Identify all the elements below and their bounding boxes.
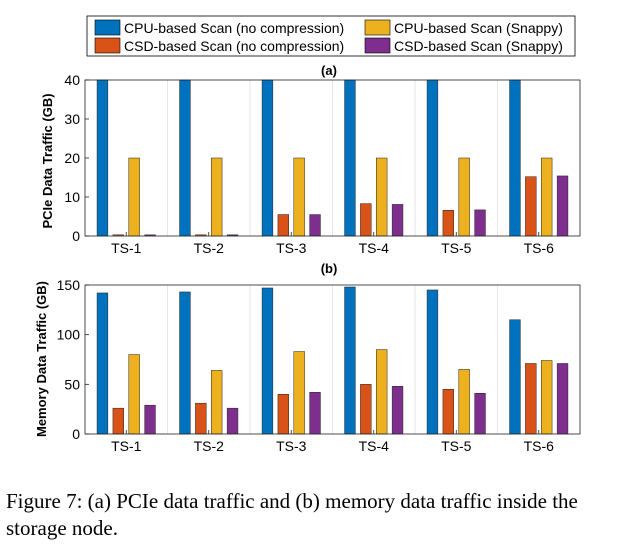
bar-a-series-3-ts-3 [309, 214, 321, 237]
plot-frame [84, 284, 581, 435]
bar-a-series-0-ts-5 [426, 79, 439, 237]
bar-a-series-1-ts-5 [442, 210, 454, 237]
bar-a-series-2-ts-5 [458, 157, 470, 237]
bar-b-series-2-ts-4 [376, 349, 388, 435]
bar-a-series-2-ts-4 [376, 157, 388, 237]
x-tick-label: TS-6 [524, 438, 555, 454]
bar-b-series-1-ts-5 [442, 389, 454, 435]
bar-b-series-1-ts-3 [277, 394, 289, 435]
bar-a-series-3-ts-4 [391, 204, 404, 237]
bar-b-series-1-ts-6 [525, 363, 537, 435]
legend-label-csd-nocomp: CSD-based Scan (no compression) [124, 38, 344, 54]
panel-label-a: (a) [321, 63, 337, 78]
bar-a-series-2-ts-6 [541, 157, 553, 237]
bar-a-series-0-ts-3 [261, 79, 274, 237]
bar-b-series-1-ts-2 [195, 402, 207, 435]
x-tick-label: TS-1 [111, 438, 142, 454]
bar-b-series-3-ts-3 [309, 392, 321, 435]
bar-a-series-0-ts-6 [509, 79, 521, 237]
x-tick-label: TS-4 [359, 438, 390, 454]
bar-a-series-1-ts-3 [277, 214, 289, 237]
chart-panel-b: (b) Memory Data Traffic (GB) 0 50 100 150 TS… [34, 261, 581, 454]
y-axis-label-b: Memory Data Traffic (GB) [34, 281, 49, 437]
y-tick-label: 30 [64, 111, 80, 127]
bar-a-series-1-ts-6 [525, 176, 537, 237]
y-tick-label: 0 [72, 426, 80, 442]
y-tick-label: 150 [57, 277, 81, 293]
bar-b-series-0-ts-1 [96, 292, 109, 435]
figure-caption: Figure 7: (a) PCIe data traffic and (b) … [6, 489, 578, 540]
x-tick-label: TS-1 [111, 240, 142, 256]
bar-b-series-3-ts-6 [556, 363, 569, 435]
x-tick-label: TS-3 [276, 438, 307, 454]
chart-panel-a: (a) PCIe Data Traffic (GB) 0 10 20 30 40 TS-1… [40, 63, 581, 256]
bar-a-series-0-ts-2 [179, 79, 191, 237]
bar-a-series-3-ts-6 [556, 175, 569, 237]
bar-b-series-0-ts-2 [179, 291, 191, 435]
bar-b-series-3-ts-2 [226, 407, 239, 435]
bar-b-series-3-ts-4 [391, 386, 404, 435]
legend-swatch-csd-snappy [364, 37, 391, 54]
legend-label-cpu-nocomp: CPU-based Scan (no compression) [124, 20, 344, 36]
bar-a-series-2-ts-2 [211, 157, 223, 237]
legend-swatch-cpu-nocomp [94, 19, 121, 36]
bar-a-series-2-ts-1 [128, 157, 140, 237]
bar-a-series-0-ts-4 [344, 79, 356, 237]
legend: CPU-based Scan (no compression) CPU-base… [86, 15, 576, 57]
x-tick-label: TS-5 [441, 438, 472, 454]
y-tick-label: 20 [64, 150, 80, 166]
bar-a-series-2-ts-3 [293, 157, 305, 237]
bar-b-series-3-ts-1 [144, 404, 156, 435]
x-tick-label: TS-2 [194, 240, 225, 256]
chart-b-plot: 0 50 100 150 TS-1 TS-2 TS-3 TS-4 TS-5 TS-6 [57, 277, 581, 454]
x-tick-label: TS-3 [276, 240, 307, 256]
bar-b-series-1-ts-4 [360, 384, 372, 435]
bar-b-series-2-ts-1 [128, 354, 140, 435]
bar-b-series-2-ts-3 [293, 351, 305, 435]
y-tick-label: 100 [57, 327, 81, 343]
x-tick-label: TS-4 [359, 240, 390, 256]
y-tick-label: 0 [72, 228, 80, 244]
bar-b-series-2-ts-6 [541, 360, 553, 435]
bar-b-series-0-ts-3 [261, 287, 274, 435]
y-tick-label: 40 [64, 72, 80, 88]
bar-b-series-2-ts-2 [211, 370, 223, 435]
legend-swatch-csd-nocomp [94, 37, 121, 54]
x-tick-label: TS-2 [194, 438, 225, 454]
legend-label-csd-snappy: CSD-based Scan (Snappy) [394, 38, 563, 54]
bar-a-series-0-ts-1 [96, 79, 109, 237]
panel-label-b: (b) [321, 261, 338, 276]
y-tick-label: 50 [64, 376, 80, 392]
bar-b-series-0-ts-4 [344, 286, 356, 435]
bar-a-series-1-ts-4 [360, 203, 372, 237]
bar-b-series-2-ts-5 [458, 369, 470, 435]
bar-b-series-0-ts-5 [426, 289, 439, 435]
legend-label-cpu-snappy: CPU-based Scan (Snappy) [394, 20, 563, 36]
y-axis-label-a: PCIe Data Traffic (GB) [40, 93, 55, 228]
y-tick-label: 10 [64, 189, 80, 205]
bar-b-series-1-ts-1 [112, 407, 124, 435]
legend-box [86, 15, 576, 57]
x-tick-label: TS-6 [524, 240, 555, 256]
bar-b-series-0-ts-6 [509, 319, 521, 435]
bar-a-series-3-ts-5 [474, 209, 486, 237]
bar-b-series-3-ts-5 [474, 393, 486, 435]
chart-a-plot: 0 10 20 30 40 TS-1 TS-2 TS-3 TS-4 TS-5 TS-6 [64, 72, 581, 256]
x-tick-label: TS-5 [441, 240, 472, 256]
legend-swatch-cpu-snappy [364, 19, 391, 36]
